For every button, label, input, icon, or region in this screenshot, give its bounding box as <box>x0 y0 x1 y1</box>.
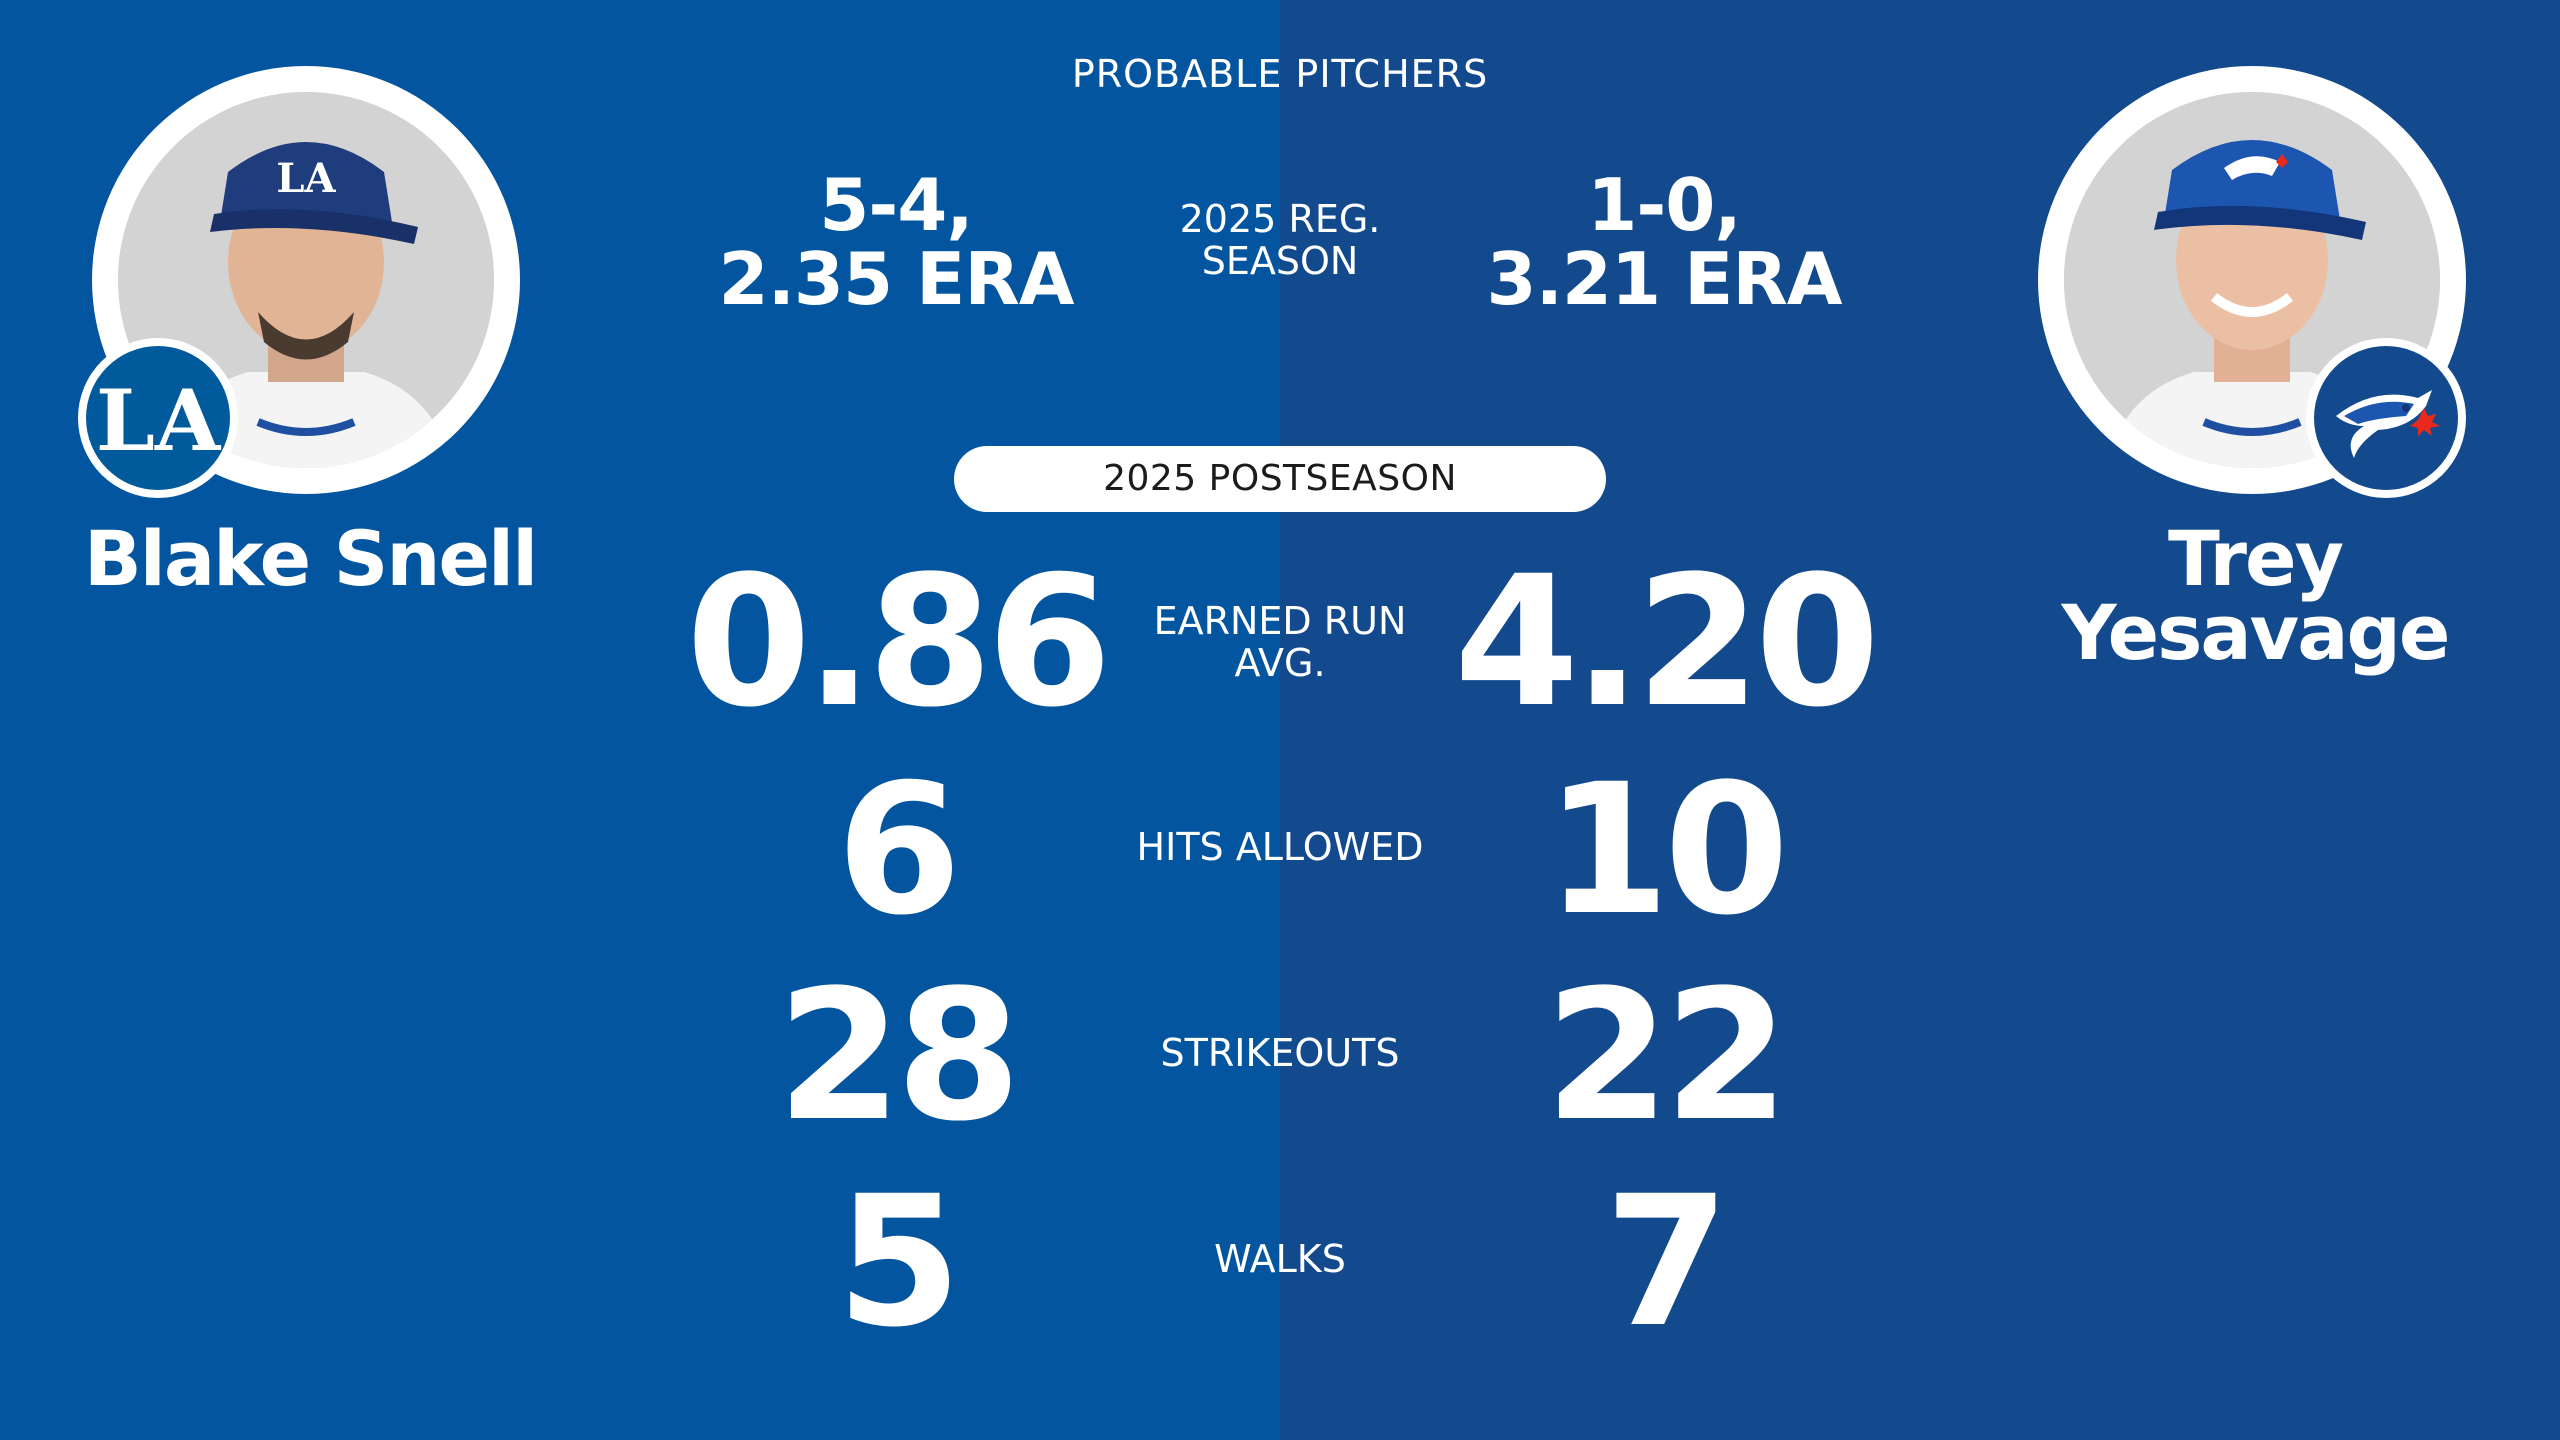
reg-season-line2: 3.21 ERA <box>1486 237 1842 321</box>
dodgers-la-logo-icon: LA <box>96 371 222 470</box>
right-player-name-line2: Yesavage <box>2061 588 2451 677</box>
left-reg-season-record: 5-4, 2.35 ERA <box>616 168 1176 316</box>
reg-season-line1: 1-0, <box>1587 163 1741 247</box>
left-stat-value: 5 <box>836 1158 961 1367</box>
stat-label-line1: WALKS <box>1214 1237 1346 1281</box>
reg-season-line1: 5-4, <box>819 163 973 247</box>
page-title: PROBABLE PITCHERS <box>1071 52 1489 96</box>
right-player-name-line1: Trey <box>2167 514 2344 603</box>
player-photo-placeholder <box>2064 92 2440 468</box>
postseason-label: 2025 POSTSEASON <box>954 446 1606 512</box>
stat-label: HITS ALLOWED <box>1080 826 1480 868</box>
reg-season-label-line2: SEASON <box>1201 239 1359 283</box>
blue-jays-logo-icon <box>2336 390 2440 458</box>
left-stat-value: 28 <box>776 952 1022 1161</box>
reg-season-label: 2025 REG. SEASON <box>1080 198 1480 282</box>
stat-label-line2: AVG. <box>1234 641 1326 685</box>
blue-jays-logo-badge <box>2306 338 2466 498</box>
right-reg-season-record: 1-0, 3.21 ERA <box>1384 168 1944 316</box>
svg-text:LA: LA <box>276 155 336 202</box>
stat-label: STRIKEOUTS <box>1080 1032 1480 1074</box>
stat-label-line1: STRIKEOUTS <box>1160 1031 1400 1075</box>
stat-label-line1: EARNED RUN <box>1153 599 1407 643</box>
reg-season-label-line1: 2025 REG. <box>1179 197 1381 241</box>
stat-label: WALKS <box>1080 1238 1480 1280</box>
left-player-name: Blake Snell <box>83 514 538 603</box>
left-stat-value: 0.86 <box>685 538 1112 747</box>
right-stat-value: 22 <box>1544 952 1790 1161</box>
right-stat-value: 7 <box>1604 1158 1729 1367</box>
postseason-label-text: 2025 POSTSEASON <box>1103 458 1457 499</box>
stat-label-line1: HITS ALLOWED <box>1136 825 1424 869</box>
left-stat-value: 6 <box>836 746 961 955</box>
svg-text:LA: LA <box>96 371 222 470</box>
right-stat-value: 4.20 <box>1453 538 1880 747</box>
stat-label: EARNED RUN AVG. <box>1080 600 1480 684</box>
right-stat-value: 10 <box>1544 746 1790 955</box>
dodgers-logo-badge: LA <box>78 338 238 498</box>
right-player-photo <box>2038 66 2466 494</box>
reg-season-line2: 2.35 ERA <box>718 237 1074 321</box>
